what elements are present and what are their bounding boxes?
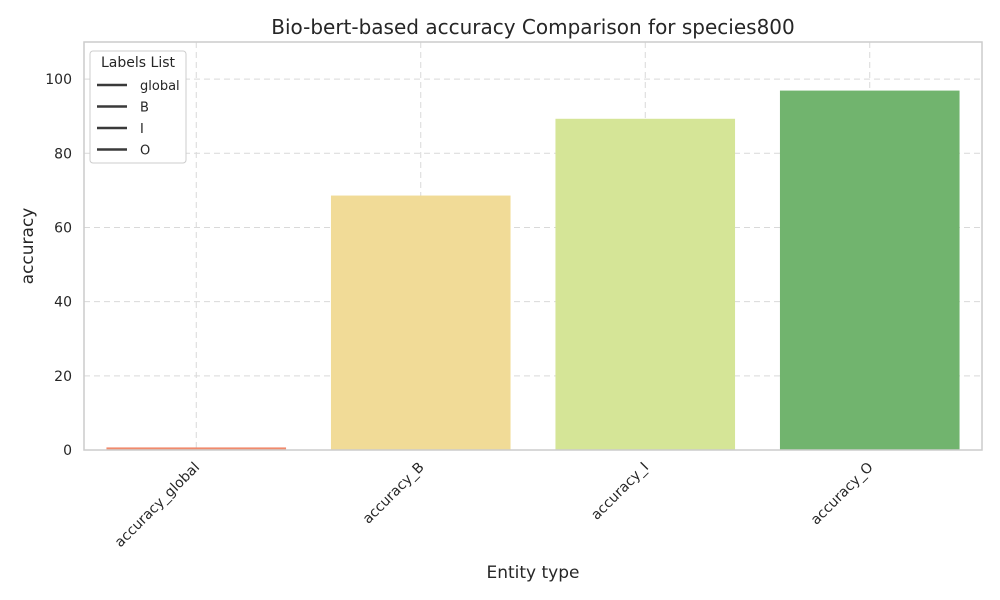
bar-accuracy_B [330, 195, 511, 450]
x-axis-title: Entity type [486, 563, 579, 583]
y-axis-ticks: 0 20 40 60 80 100 [45, 72, 72, 459]
legend-title: Labels List [101, 55, 175, 71]
bar-accuracy_global [106, 447, 287, 450]
x-tick-label: accuracy_I [588, 460, 652, 524]
legend-label: B [140, 101, 149, 116]
bar-accuracy_I [555, 118, 736, 450]
y-tick-label: 40 [54, 295, 72, 311]
bar-accuracy_O [779, 90, 960, 451]
legend-label: O [140, 144, 150, 159]
legend-label: I [140, 122, 144, 137]
y-tick-label: 0 [63, 443, 72, 459]
x-tick-label: accuracy_B [360, 460, 428, 528]
y-tick-label: 100 [45, 72, 72, 88]
y-tick-label: 20 [54, 369, 72, 385]
legend-box [89, 50, 187, 164]
y-axis-title: accuracy [18, 208, 38, 285]
x-axis-ticks: accuracy_global accuracy_B accuracy_I accur… [112, 460, 877, 551]
y-tick-label: 60 [54, 220, 72, 236]
legend: Labels List global BIO [89, 50, 187, 164]
chart-title: Bio-bert-based accuracy Comparison for s… [271, 15, 795, 39]
legend-label: global [140, 79, 180, 94]
x-tick-label: accuracy_global [112, 460, 203, 551]
bars [106, 90, 960, 451]
plot-frame [83, 41, 983, 451]
y-tick-label: 80 [54, 146, 72, 162]
legend-entries: global BIO [97, 79, 180, 159]
x-tick-label: accuracy_O [808, 460, 877, 529]
